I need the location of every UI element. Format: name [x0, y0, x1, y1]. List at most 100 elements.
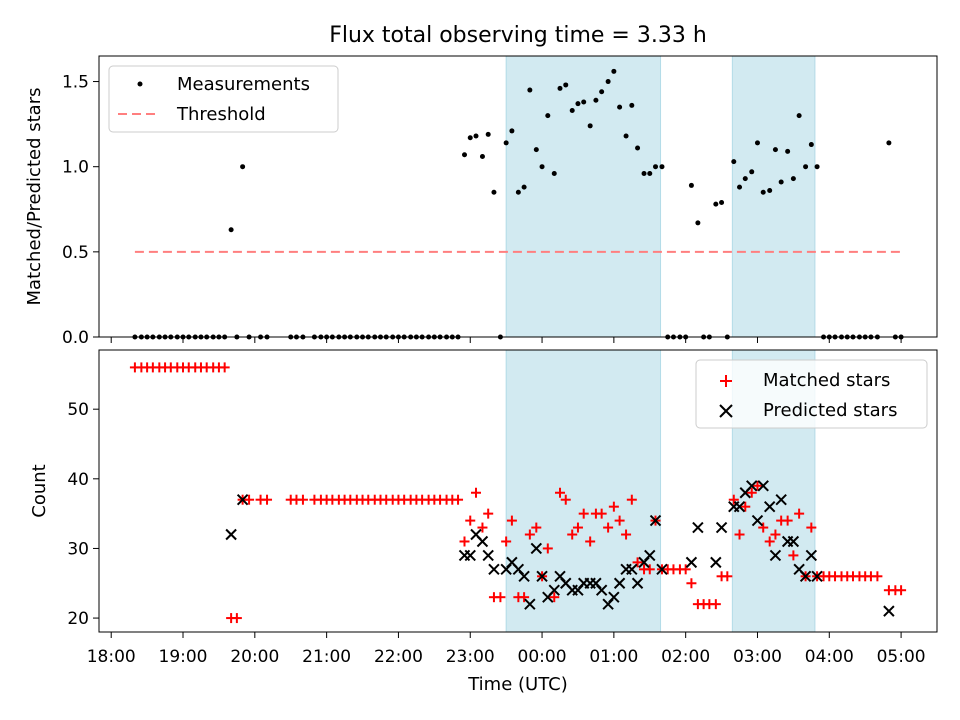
- top-legend: Measurements Threshold: [108, 65, 339, 133]
- measurement-point: [557, 85, 563, 91]
- measurement-point: [778, 179, 784, 185]
- predicted-star-point: [476, 535, 489, 548]
- x-tick-label: 22:00: [374, 647, 423, 667]
- measurement-point: [808, 142, 814, 148]
- measurement-point: [581, 99, 587, 105]
- matched-star-point: [542, 543, 553, 554]
- matched-star-point: [746, 487, 757, 498]
- measurement-point: [587, 123, 593, 129]
- measurement-point: [509, 128, 515, 134]
- matched-star-point: [788, 550, 799, 561]
- x-tick-label: 23:00: [446, 647, 495, 667]
- predicted-star-point: [644, 549, 656, 562]
- x-b: [554, 570, 566, 583]
- top-axes-frame: [98, 55, 938, 338]
- measurement-point: [533, 147, 539, 153]
- x-b: [746, 480, 758, 492]
- predicted-star-point: [805, 549, 818, 562]
- matched-star-point: [896, 585, 907, 596]
- matched-star-point: [806, 522, 817, 533]
- x-tick-label: 02:00: [661, 647, 710, 667]
- x-b: [536, 570, 548, 583]
- measurement-point: [611, 68, 617, 74]
- top-y-axis-label: Matched/Predicted stars: [24, 88, 45, 306]
- top-panel: 0.0 0.5 1.0 1.5 Matched/Predicted stars Mea…: [24, 55, 938, 348]
- x-b: [751, 514, 764, 527]
- matched-star-point: [734, 529, 745, 540]
- measurement-point: [719, 199, 725, 205]
- matched-star-point: [740, 501, 751, 512]
- legend-predicted-marker: [719, 404, 733, 418]
- x-b: [715, 521, 728, 534]
- measurement-point: [731, 159, 737, 165]
- measurement-point: [569, 107, 575, 113]
- x-tick-label: 21:00: [302, 647, 351, 667]
- x-b: [883, 605, 895, 617]
- matched-star-point: [262, 494, 273, 505]
- predicted-star-point: [751, 514, 764, 527]
- predicted-star-point: [613, 577, 626, 589]
- measurement-point: [551, 171, 557, 177]
- x-b: [464, 549, 476, 562]
- predicted-star-point: [757, 480, 769, 492]
- shaded-region: [505, 349, 662, 633]
- matched-star-point: [495, 592, 506, 603]
- legend-predicted-label: Predicted stars: [763, 400, 897, 421]
- measurement-point: [623, 133, 629, 139]
- matched-star-point: [758, 522, 769, 533]
- predicted-star-point: [225, 528, 237, 541]
- x-b: [787, 535, 800, 548]
- matched-star-point: [524, 529, 535, 540]
- predicted-star-point: [482, 549, 494, 562]
- predicted-star-point: [692, 521, 704, 534]
- x-b: [793, 563, 805, 576]
- measurement-point: [737, 184, 743, 190]
- measurement-point: [772, 147, 778, 153]
- measurement-point: [575, 101, 581, 107]
- x-tick-label: 03:00: [733, 647, 782, 667]
- matched-star-point: [560, 494, 571, 505]
- y-tick-label: 0.0: [62, 328, 89, 348]
- matched-star-point: [585, 536, 596, 547]
- predicted-star-point: [763, 500, 776, 513]
- matched-star-point: [603, 522, 614, 533]
- predicted-star-point: [799, 570, 812, 583]
- measurement-point: [767, 188, 773, 194]
- measurement-point: [713, 201, 719, 207]
- shaded-region: [505, 55, 662, 338]
- bottom-panel: 18:00 19:00 20:00 21:00 22:00 23:00 00:00 01:00…: [29, 349, 938, 695]
- matched-star-point: [297, 494, 308, 505]
- x-b: [631, 577, 644, 589]
- matched-star-point: [555, 487, 566, 498]
- matched-star-point: [483, 508, 494, 519]
- matched-star-point: [219, 362, 230, 373]
- x-b: [482, 549, 494, 562]
- matched-star-point: [632, 557, 643, 568]
- x-tick-label: 01:00: [589, 647, 638, 667]
- matched-star-point: [567, 529, 578, 540]
- bottom-axes-frame: [98, 349, 938, 633]
- x-b: [757, 480, 769, 492]
- predicted-star-point: [746, 480, 758, 492]
- x-b: [626, 563, 638, 576]
- x-tick-label: 00:00: [518, 647, 567, 667]
- predicted-star-point: [710, 556, 722, 569]
- x-b: [649, 514, 662, 527]
- chart-title: Flux total observing time = 3.33 h: [329, 23, 707, 48]
- measurement-point: [467, 135, 473, 141]
- legend-threshold-label: Threshold: [176, 104, 266, 125]
- predicted-star-point: [518, 570, 530, 583]
- matched-star-point: [231, 613, 242, 624]
- x-b: [613, 577, 626, 589]
- matched-star-point: [872, 571, 883, 582]
- matched-star-point: [596, 508, 607, 519]
- matched-star-point: [794, 508, 805, 519]
- y-tick-label: 0.5: [62, 243, 89, 263]
- x-b: [692, 521, 704, 534]
- predicted-star-point: [787, 535, 800, 548]
- top-legend-box: [108, 65, 339, 133]
- matched-star-point: [722, 571, 733, 582]
- x-b: [524, 598, 536, 610]
- bottom-y-axis-label: Count: [29, 464, 50, 517]
